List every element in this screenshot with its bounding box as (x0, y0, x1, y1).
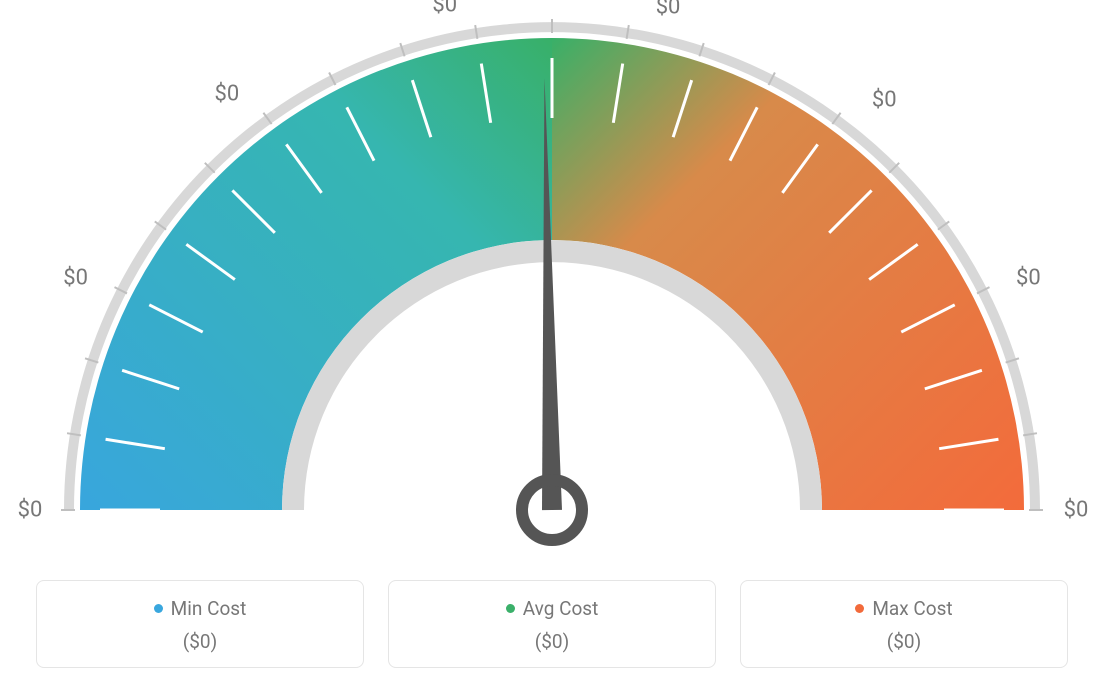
scale-label: $0 (1064, 498, 1089, 523)
legend-label-min: Min Cost (154, 597, 247, 620)
legend-value-max: ($0) (751, 630, 1057, 653)
legend-label-max: Max Cost (855, 597, 952, 620)
legend-value-min: ($0) (47, 630, 353, 653)
scale-label: $0 (63, 265, 88, 290)
legend-label-text: Min Cost (171, 597, 247, 620)
dot-icon (154, 604, 163, 613)
dot-icon (506, 604, 515, 613)
legend-label-text: Avg Cost (523, 597, 599, 620)
dot-icon (855, 604, 864, 613)
legend-label-avg: Avg Cost (506, 597, 599, 620)
legend-box-min: Min Cost ($0) (36, 580, 364, 668)
legend-label-text: Max Cost (872, 597, 952, 620)
legend-row: Min Cost ($0) Avg Cost ($0) Max Cost ($0… (36, 580, 1068, 668)
gauge: $0 $0 $0 $0 $0 $0 $0 $0 (0, 0, 1104, 560)
legend-box-max: Max Cost ($0) (740, 580, 1068, 668)
legend-value-avg: ($0) (399, 630, 705, 653)
legend-box-avg: Avg Cost ($0) (388, 580, 716, 668)
scale-label: $0 (872, 87, 897, 112)
scale-label: $0 (432, 0, 457, 18)
scale-label: $0 (215, 81, 240, 106)
cost-gauge-chart: $0 $0 $0 $0 $0 $0 $0 $0 Min Cost ($0) Avg Cost … (0, 0, 1104, 690)
scale-label: $0 (656, 0, 681, 20)
scale-label: $0 (1016, 265, 1041, 290)
scale-label: $0 (18, 498, 43, 523)
